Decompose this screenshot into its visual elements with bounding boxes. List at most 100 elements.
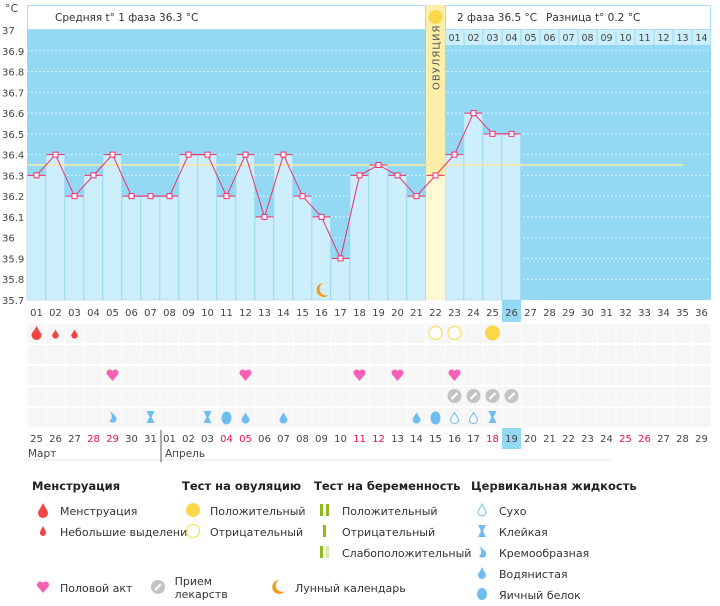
cycle-day-label: 19 [372, 308, 385, 319]
marker-cell [141, 366, 160, 385]
two-lines-icon [314, 503, 336, 520]
marker-cell [27, 345, 46, 364]
calendar-date-label: 29 [106, 434, 119, 445]
calendar-date-label: 22 [562, 434, 575, 445]
temperature-point [52, 151, 59, 158]
y-tick-label: 36 [2, 234, 15, 245]
temperature-bar [463, 112, 483, 301]
marker-cell [331, 387, 350, 406]
marker-cell [141, 324, 160, 343]
calendar-date-label: 01 [163, 434, 176, 445]
marker-cell [293, 345, 312, 364]
month-label: Март [28, 448, 56, 460]
marker-cell [274, 387, 293, 406]
phase2-day-cell [464, 30, 483, 45]
temperature-point [356, 172, 363, 179]
marker-cell [407, 345, 426, 364]
temperature-point [147, 193, 154, 200]
sticky-icon [146, 411, 155, 423]
temperature-bar [159, 195, 179, 301]
marker-cell [160, 408, 179, 427]
phase2-day-cell [559, 30, 578, 45]
temperature-bar [254, 216, 274, 301]
calendar-date-label: 25 [619, 434, 632, 445]
temperature-point [90, 172, 97, 179]
marker-cell [198, 366, 217, 385]
faint-lines-icon [314, 545, 336, 562]
marker-cell [464, 345, 483, 364]
marker-cell [502, 366, 521, 385]
legend-label: Отрицательный [342, 525, 436, 539]
phase2-day-cell [578, 30, 597, 45]
calendar-date-label: 03 [201, 434, 214, 445]
y-tick-label: 36.5 [2, 130, 24, 141]
cycle-day-label: 24 [467, 308, 480, 319]
ovulation-bar [426, 175, 445, 300]
filled-circle-icon [182, 502, 204, 521]
phase2-day-label: 09 [600, 33, 612, 44]
marker-cell [521, 345, 540, 364]
marker-cell [312, 324, 331, 343]
today-highlight [502, 428, 521, 449]
marker-cell [369, 324, 388, 343]
marker-cell [445, 345, 464, 364]
temperature-point [470, 110, 477, 117]
heart-icon [391, 369, 404, 381]
cycle-day-label: 28 [543, 308, 556, 319]
calendar-date-label: 30 [125, 434, 138, 445]
marker-cell [635, 366, 654, 385]
calendar-date-label: 06 [258, 434, 271, 445]
marker-cell [559, 345, 578, 364]
calendar-date-label: 27 [68, 434, 81, 445]
pill-icon-stripe [469, 392, 478, 400]
marker-cell [369, 345, 388, 364]
marker-cell [217, 366, 236, 385]
egg-white-icon [471, 587, 493, 604]
dry-drop-icon [468, 411, 479, 425]
calendar-date-label: 12 [372, 434, 385, 445]
temperature-point [432, 172, 439, 179]
marker-cell [274, 366, 293, 385]
small-blood-drop-icon [71, 329, 78, 339]
cycle-day-label: 09 [182, 308, 195, 319]
calendar-date-label: 13 [391, 434, 404, 445]
marker-cell [293, 324, 312, 343]
temperature-point [261, 213, 268, 220]
phase2-day-label: 07 [562, 33, 574, 44]
cycle-day-label: 26 [505, 308, 518, 319]
marker-cell [103, 345, 122, 364]
legend-label: Прием лекарств [174, 575, 228, 601]
marker-cell [559, 387, 578, 406]
cycle-day-label: 11 [220, 308, 233, 319]
calendar-date-label: 18 [486, 434, 499, 445]
marker-cell [160, 345, 179, 364]
marker-cell [255, 387, 274, 406]
y-tick-label: 36.1 [2, 213, 24, 224]
phase2-day-label: 04 [505, 33, 517, 44]
marker-cell [635, 408, 654, 427]
cycle-day-label: 20 [391, 308, 404, 319]
marker-cell [673, 387, 692, 406]
temperature-bar [121, 195, 141, 301]
dry-drop-icon [471, 502, 493, 520]
ovulation-label: ОВУЛЯЦИЯ [432, 25, 443, 91]
legend-label: Лунный календарь [295, 581, 406, 595]
marker-cell [616, 366, 635, 385]
temperature-point [242, 151, 249, 158]
marker-cell [236, 324, 255, 343]
marker-cell [179, 324, 198, 343]
calendar-date-label: 07 [277, 434, 290, 445]
phase2-day-cell [597, 30, 616, 45]
heart-icon [239, 369, 252, 381]
ov-test-negative-icon [428, 326, 443, 340]
phase2-day-label: 11 [638, 33, 650, 44]
phase2-day-cell [502, 30, 521, 45]
calendar-date-label: 20 [524, 434, 537, 445]
phase1-average: Средняя t° 1 фаза 36.3 °C [55, 12, 198, 24]
marker-cell [27, 408, 46, 427]
temperature-bar [330, 258, 350, 301]
cycle-day-label: 34 [657, 308, 670, 319]
temperature-bar [349, 175, 369, 301]
calendar-date-label: 04 [220, 434, 233, 445]
calendar-date-label: 08 [296, 434, 309, 445]
